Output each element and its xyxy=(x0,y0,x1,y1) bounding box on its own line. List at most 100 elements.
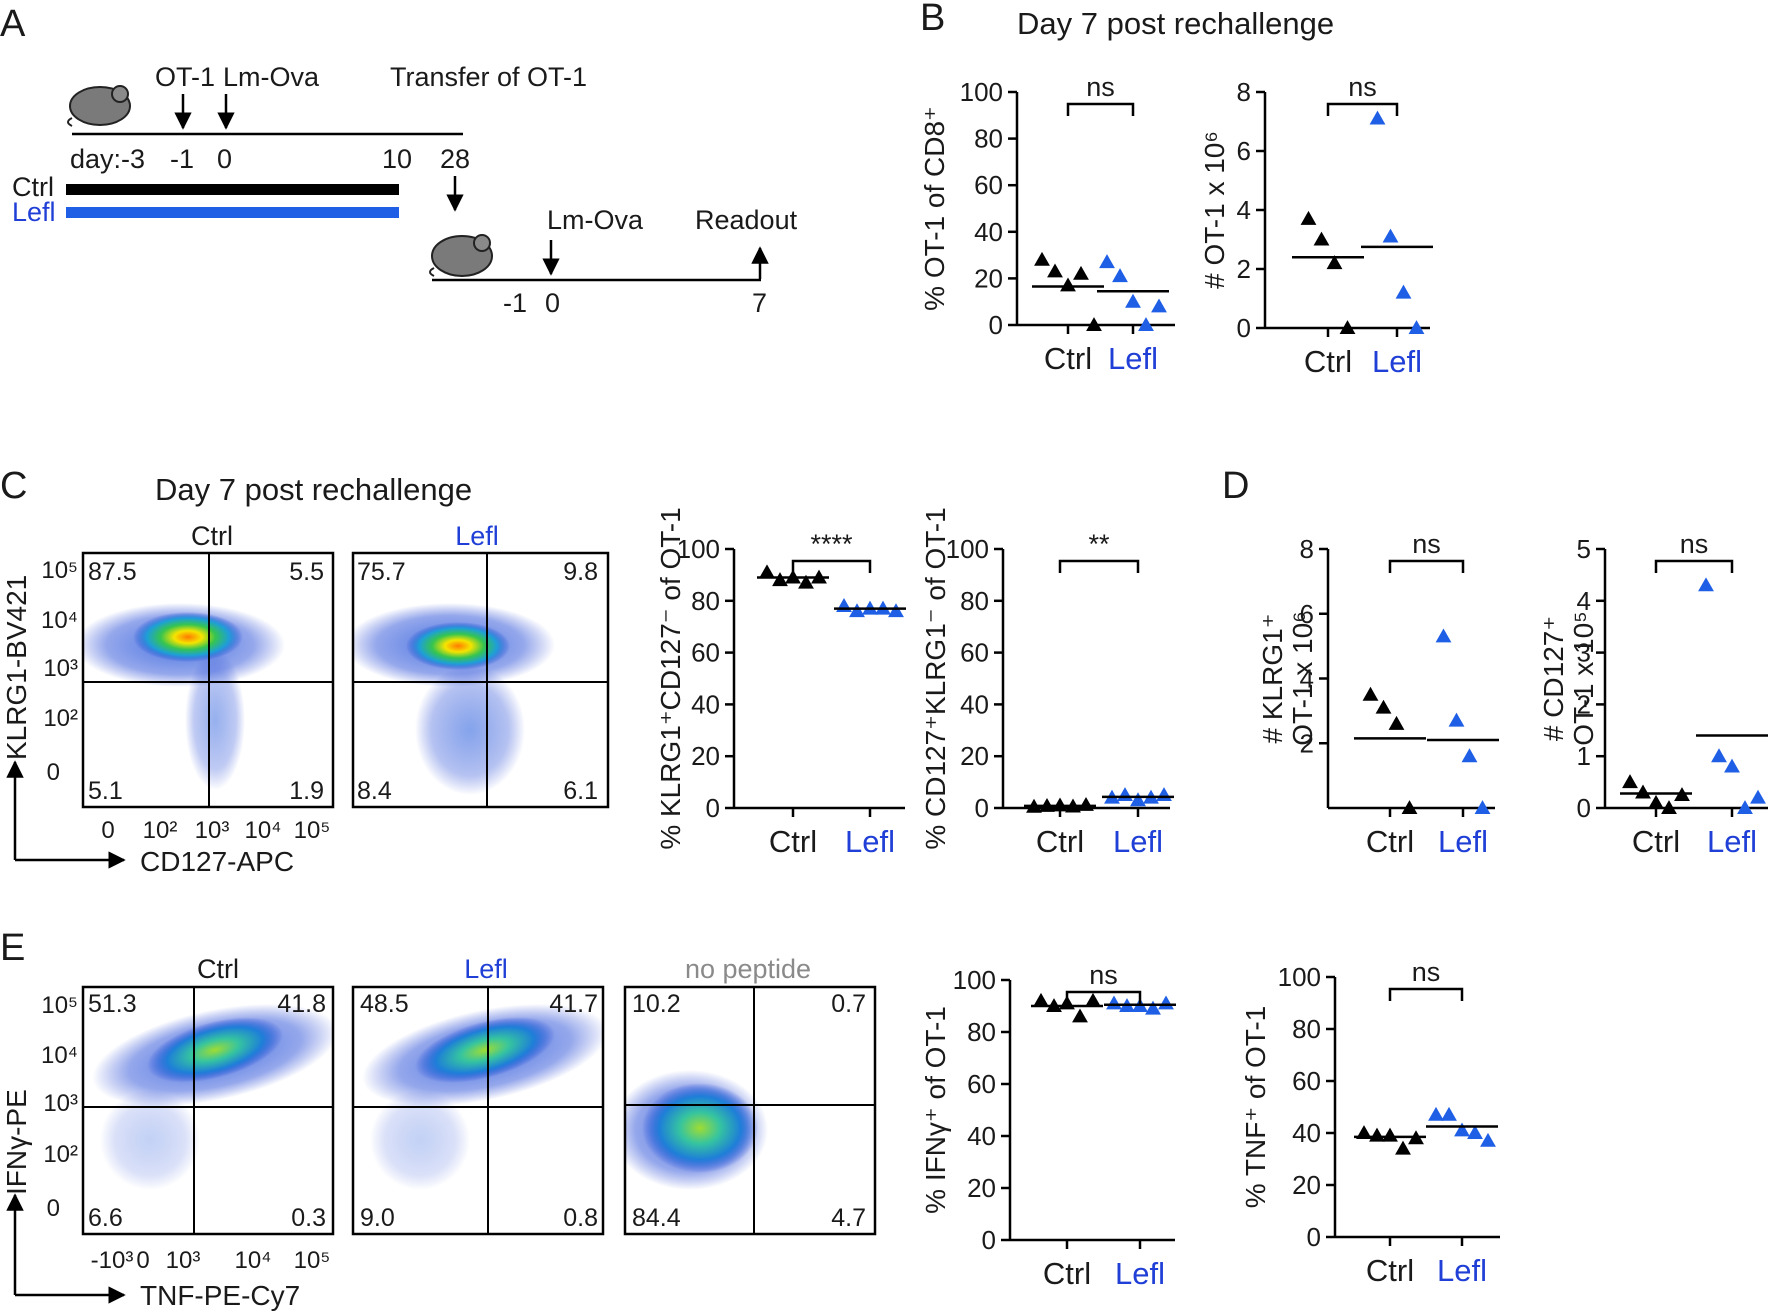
day-label: 0 xyxy=(545,288,560,318)
y-tick-label: 100 xyxy=(953,965,996,995)
y-tick-label: 0 xyxy=(1237,313,1251,343)
flow-tick: 0 xyxy=(136,1247,149,1274)
y-tick-label: 0 xyxy=(1577,793,1591,823)
category-label: Lefl xyxy=(1437,1253,1487,1288)
significance-bracket xyxy=(1326,102,1399,116)
data-point-lefl xyxy=(1156,787,1172,802)
flow-title: Ctrl xyxy=(197,954,239,984)
significance-bracket xyxy=(1066,102,1135,116)
y-tick-label: 0 xyxy=(1307,1222,1321,1252)
lefl-treatment-bar xyxy=(66,207,399,218)
y-tick-label: 4 xyxy=(1300,664,1314,694)
y-axis-label: % CD127⁺KLRG1⁻ of OT-1 xyxy=(920,507,951,849)
lmova-label-2: Lm-Ova xyxy=(547,205,644,235)
panel-label-d: D xyxy=(1222,465,1249,507)
y-tick-label: 20 xyxy=(967,1173,996,1203)
data-point-lefl xyxy=(1117,787,1133,802)
data-point-lefl xyxy=(1435,628,1452,643)
quadrant-value: 75.7 xyxy=(357,558,406,586)
flow-x-axis-label: TNF-PE-Cy7 xyxy=(140,1280,300,1311)
significance-label: ns xyxy=(1086,72,1115,102)
y-tick-label: 4 xyxy=(1237,195,1251,225)
data-point-lefl xyxy=(1698,577,1714,592)
significance-label: ns xyxy=(1348,72,1377,102)
data-point-ctrl xyxy=(1078,796,1094,811)
data-point-ctrl xyxy=(1072,1008,1088,1023)
data-point-lefl xyxy=(1106,995,1122,1010)
y-tick-label: 6 xyxy=(1237,136,1251,166)
data-point-lefl xyxy=(1737,800,1753,814)
flow-tick: 0 xyxy=(47,1195,60,1222)
category-label: Lefl xyxy=(1115,1256,1165,1291)
data-point-ctrl xyxy=(1300,210,1317,225)
scatter-c1: 0 20 40 60 80 100 Ctrl Lefl % KLRG1⁺CD127⁻ of OT… xyxy=(655,507,906,859)
quadrant-value: 5.1 xyxy=(88,777,123,805)
category-label: Ctrl xyxy=(769,824,817,859)
category-label: Ctrl xyxy=(1366,1253,1414,1288)
data-point-lefl xyxy=(1099,254,1115,269)
flow-tick: 10³ xyxy=(166,1247,201,1274)
y-tick-label: 1 xyxy=(1577,741,1591,771)
y-tick-label: 100 xyxy=(946,534,989,564)
data-point-ctrl xyxy=(1326,255,1343,270)
y-tick-label: 20 xyxy=(960,741,989,771)
y-tick-label: 2 xyxy=(1577,689,1591,719)
y-axis-label: % OT-1 of CD8⁺ xyxy=(919,106,950,311)
y-tick-label: 3 xyxy=(1577,638,1591,668)
panel-e-flow: Ctrl Lefl no peptide 51.3 41.8 6.6 0.3 4… xyxy=(1,954,877,1311)
panel-label-b: B xyxy=(920,0,945,39)
data-point-ctrl xyxy=(1382,1127,1398,1142)
y-tick-label: 40 xyxy=(1292,1118,1321,1148)
quadrant-value: 10.2 xyxy=(632,990,681,1018)
category-label: Lefl xyxy=(1108,341,1158,376)
y-axis-label: OT-1 x 10⁵ xyxy=(1568,611,1599,746)
significance-bracket xyxy=(1654,559,1734,573)
significance-bracket xyxy=(1058,559,1140,573)
data-point-lefl xyxy=(1428,1106,1444,1121)
data-point-ctrl xyxy=(1060,277,1076,292)
flow-tick: 10² xyxy=(43,705,78,732)
data-point-ctrl xyxy=(1661,800,1677,814)
day-label: day:-3 xyxy=(70,144,145,174)
flow-tick: 10⁵ xyxy=(294,817,331,844)
data-point-lefl xyxy=(1158,995,1174,1010)
y-tick-label: 4 xyxy=(1577,586,1591,616)
y-tick-label: 20 xyxy=(691,741,720,771)
data-point-lefl xyxy=(1138,317,1154,331)
readout-label: Readout xyxy=(695,205,798,235)
data-point-ctrl xyxy=(1622,774,1638,789)
scatter-e2: 0 20 40 60 80 100 Ctrl Lefl % TNF⁺ of OT-1 ns xyxy=(1240,957,1500,1288)
ctrl-treatment-bar xyxy=(66,184,399,195)
y-axis-label: % TNF⁺ of OT-1 xyxy=(1240,1006,1271,1209)
flow-title: Lefl xyxy=(464,954,508,984)
y-tick-label: 2 xyxy=(1237,254,1251,284)
data-point-ctrl xyxy=(1033,992,1049,1007)
quadrant-value: 0.3 xyxy=(291,1204,326,1232)
flow-title: Ctrl xyxy=(191,521,233,551)
mouse-icon xyxy=(429,234,493,277)
y-tick-label: 0 xyxy=(706,793,720,823)
data-point-ctrl xyxy=(1086,317,1102,331)
flow-tick: 10⁴ xyxy=(244,817,281,844)
lefl-legend-label: Lefl xyxy=(12,197,56,227)
scatter-d1: 2 4 6 8 Ctrl Lefl # KLRG1⁺ OT-1 x 10⁶ ns xyxy=(1257,529,1499,859)
flow-frame xyxy=(351,551,610,809)
ctrl-legend-label: Ctrl xyxy=(12,172,54,202)
y-tick-label: 40 xyxy=(974,217,1003,247)
data-point-lefl xyxy=(1408,320,1425,334)
data-point-lefl xyxy=(1474,800,1491,814)
day-label: 7 xyxy=(752,288,767,318)
significance-bracket xyxy=(791,559,872,573)
data-point-lefl xyxy=(1448,712,1465,727)
flow-y-axis-label: KLRG1-BV421 xyxy=(1,575,32,760)
y-axis-label: # OT-1 x 10⁶ xyxy=(1199,131,1230,289)
quadrant-value: 0.7 xyxy=(831,990,866,1018)
y-tick-label: 40 xyxy=(960,689,989,719)
day-label: 10 xyxy=(382,144,412,174)
data-point-lefl xyxy=(1750,789,1766,804)
data-point-ctrl xyxy=(1362,686,1379,701)
y-tick-label: 8 xyxy=(1237,77,1251,107)
y-tick-label: 20 xyxy=(974,263,1003,293)
panel-label-e: E xyxy=(0,927,25,969)
category-label: Ctrl xyxy=(1366,824,1414,859)
